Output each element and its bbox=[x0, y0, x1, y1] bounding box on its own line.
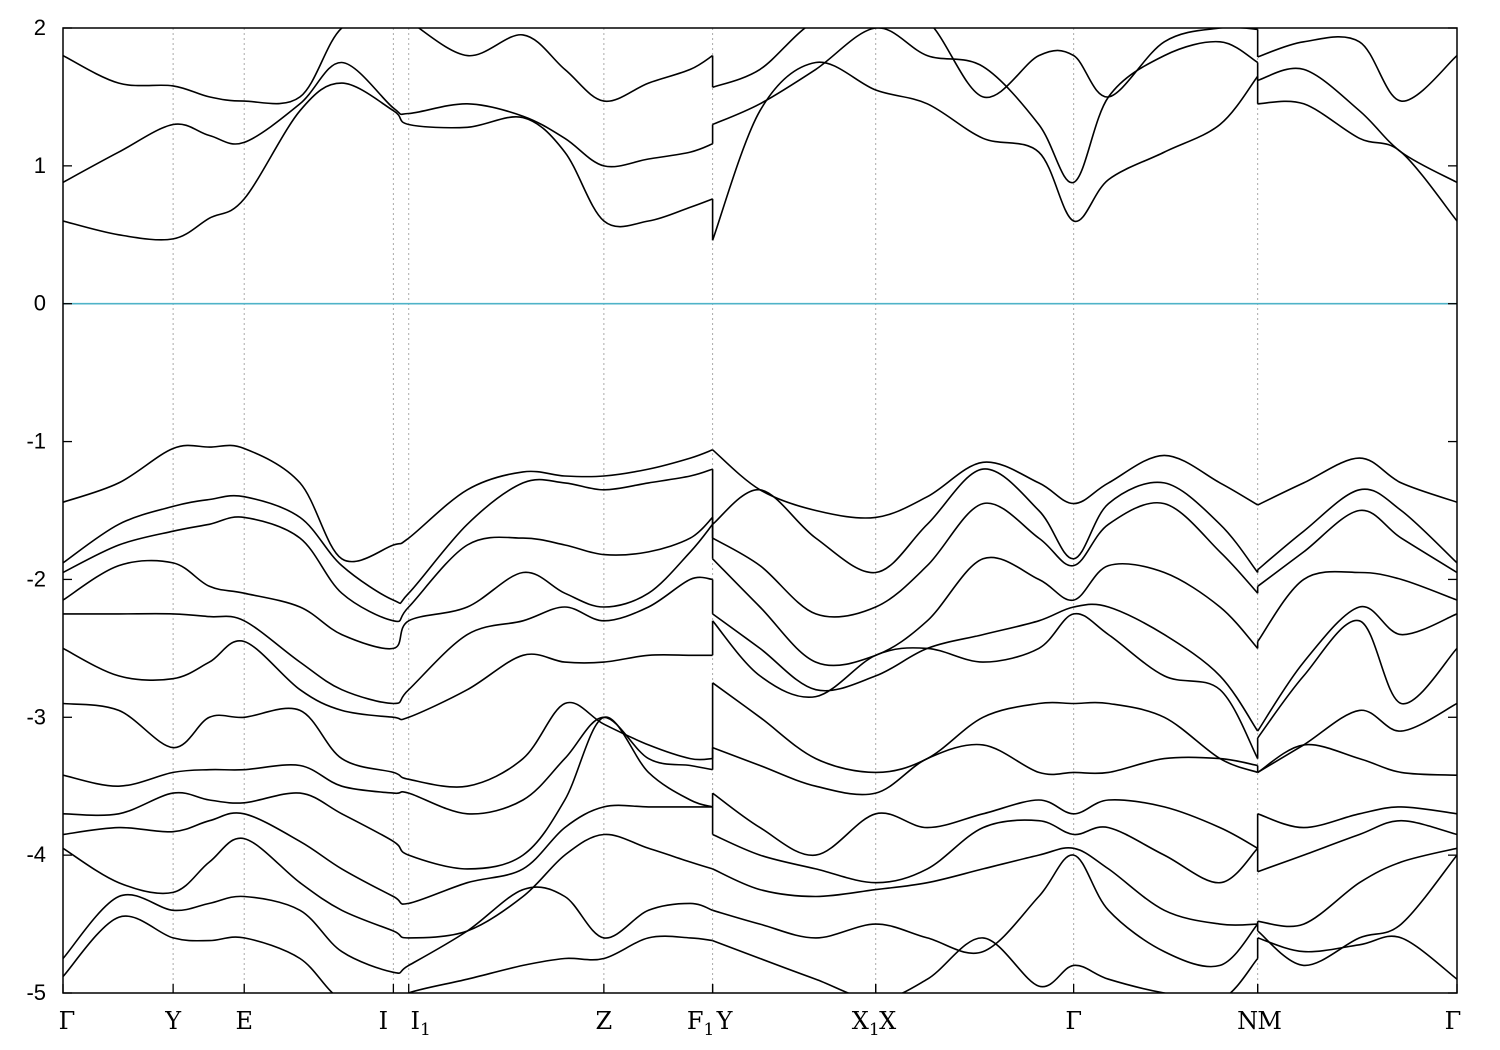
band-5-segment-1 bbox=[63, 468, 713, 605]
kpoint-label: E bbox=[235, 1007, 253, 1035]
band-10-segment-3 bbox=[1257, 702, 1457, 774]
band-11-segment-3 bbox=[1257, 743, 1457, 776]
kpoint-label: F1 bbox=[687, 1007, 714, 1040]
band-14-segment-2 bbox=[712, 846, 1258, 926]
band-11-segment-2 bbox=[712, 743, 1258, 796]
y-tick-label: -5 bbox=[26, 980, 46, 1005]
band-6-segment-2 bbox=[712, 501, 1259, 618]
band-2-segment-3 bbox=[1257, 67, 1457, 184]
y-tick-label: -2 bbox=[26, 566, 46, 591]
kpoint-label: Γ bbox=[1445, 1007, 1462, 1035]
kpoint-label: M bbox=[1257, 1007, 1282, 1035]
band-16-segment-1 bbox=[63, 915, 713, 993]
y-tick-label: -4 bbox=[26, 842, 46, 867]
bands-layer bbox=[63, 28, 1457, 993]
band-9-segment-3 bbox=[1257, 619, 1457, 739]
band-3-segment-2 bbox=[712, 28, 1258, 99]
band-10-segment-2 bbox=[712, 682, 1258, 774]
y-axis: -5 -4 -3 -2 -1 0 1 2 bbox=[26, 15, 1457, 1005]
kpoint-label: Y bbox=[164, 1007, 182, 1035]
kpoint-label: X1 bbox=[852, 1007, 880, 1040]
band-4-segment-2 bbox=[712, 449, 1259, 519]
band-14-segment-3 bbox=[1257, 847, 1457, 928]
band-2-segment-1 bbox=[63, 61, 713, 184]
band-6-segment-1 bbox=[63, 516, 714, 623]
band-13-segment-3 bbox=[1257, 819, 1457, 873]
band-10-segment-1 bbox=[63, 701, 713, 788]
band-1-segment-1 bbox=[63, 82, 713, 241]
kpoint-label: Z bbox=[596, 1007, 613, 1035]
band-14-segment-1 bbox=[63, 833, 713, 939]
band-2-segment-2 bbox=[712, 28, 1259, 184]
band-15-segment-2 bbox=[712, 854, 1259, 968]
band-9-segment-1 bbox=[63, 640, 713, 721]
band-12-segment-2 bbox=[712, 792, 1259, 856]
band-16-segment-2 bbox=[712, 937, 1259, 993]
band-6-segment-3 bbox=[1257, 509, 1457, 587]
band-8-segment-1 bbox=[63, 576, 713, 705]
plot-frame bbox=[62, 27, 1458, 994]
band-1-segment-3 bbox=[1257, 100, 1457, 222]
y-tick-label: -1 bbox=[26, 429, 46, 454]
band-13-segment-2 bbox=[712, 819, 1259, 884]
band-3-segment-3 bbox=[1257, 35, 1457, 102]
band-13-segment-1 bbox=[63, 804, 713, 905]
band-5-segment-3 bbox=[1257, 488, 1457, 571]
kpoint-label: N bbox=[1237, 1007, 1258, 1035]
grid-layer bbox=[172, 28, 1259, 993]
band-11-segment-1 bbox=[63, 716, 713, 815]
x-axis: Γ Y E I I1 Z F1 Y X1 X Γ N M Γ bbox=[59, 984, 1462, 1040]
band-4-segment-1 bbox=[63, 444, 713, 563]
band-15-segment-3 bbox=[1257, 854, 1457, 967]
band-7-segment-3 bbox=[1257, 570, 1457, 642]
band-12-segment-3 bbox=[1257, 806, 1457, 829]
y-tick-label: 0 bbox=[34, 291, 46, 316]
band-1-segment-2 bbox=[711, 61, 1259, 241]
kpoint-label: X bbox=[879, 1007, 896, 1035]
kpoint-label: Y bbox=[716, 1007, 734, 1035]
y-tick-label: 1 bbox=[34, 153, 46, 178]
band-16-segment-3 bbox=[1257, 935, 1457, 980]
y-tick-label: 2 bbox=[34, 15, 46, 40]
kpoint-label: Γ bbox=[1065, 1007, 1082, 1035]
band-7-segment-2 bbox=[712, 556, 1259, 667]
kpoint-label: I bbox=[379, 1007, 388, 1035]
band-15-segment-1 bbox=[63, 886, 713, 974]
band-3-segment-1 bbox=[63, 28, 714, 105]
band-7-segment-1 bbox=[63, 523, 714, 650]
kpoint-label: I1 bbox=[411, 1007, 431, 1040]
y-tick-label: -3 bbox=[26, 704, 46, 729]
band-12-segment-1 bbox=[63, 716, 713, 870]
band-9-segment-2 bbox=[711, 612, 1259, 759]
band-8-segment-3 bbox=[1257, 605, 1457, 732]
band-4-segment-3 bbox=[1257, 457, 1457, 506]
band-5-segment-2 bbox=[712, 468, 1259, 574]
kpoint-label: Γ bbox=[59, 1007, 76, 1035]
band-8-segment-2 bbox=[712, 603, 1259, 732]
